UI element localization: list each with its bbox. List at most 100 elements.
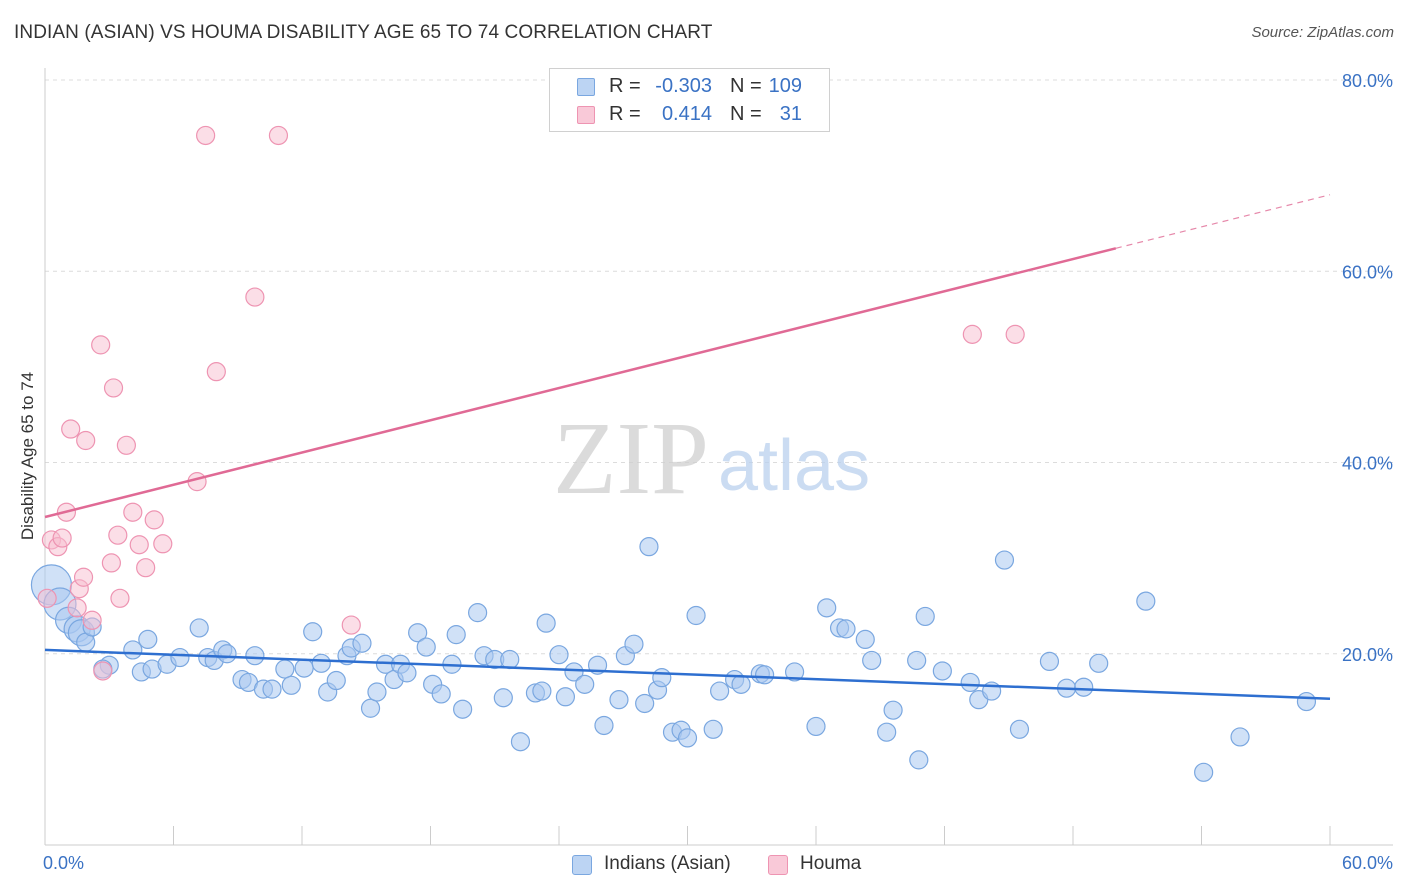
- legend-n-label: N =: [730, 75, 762, 97]
- legend-swatch-pink: [577, 106, 595, 124]
- data-point-indians-asian: [536, 613, 556, 633]
- data-point-houma: [110, 588, 130, 608]
- bottom-legend-swatch-blue: [572, 855, 592, 875]
- data-point-indians-asian: [639, 537, 659, 557]
- data-point-indians-asian: [883, 700, 903, 720]
- data-point-indians-asian: [754, 665, 775, 685]
- legend-swatch-blue: [577, 78, 595, 96]
- data-point-indians-asian: [960, 672, 980, 693]
- data-point-indians-asian: [262, 679, 282, 699]
- data-point-indians-asian: [1136, 591, 1156, 611]
- data-point-indians-asian: [909, 750, 929, 770]
- data-point-houma: [153, 534, 173, 554]
- data-point-indians-asian: [555, 687, 576, 707]
- data-point-indians-asian: [468, 603, 488, 623]
- data-point-indians-asian: [575, 674, 595, 694]
- x-tick-label: 60.0%: [1342, 853, 1393, 873]
- correlation-legend: R = -0.303 N = 109 R = 0.414 N = 31: [549, 68, 830, 132]
- data-point-indians-asian: [652, 668, 672, 688]
- data-point-indians-asian: [311, 653, 331, 673]
- gridlines: [45, 79, 1393, 655]
- bottom-legend-swatch-pink: [768, 855, 788, 875]
- data-point-houma: [52, 528, 72, 548]
- legend-r-label: R =: [609, 75, 641, 97]
- data-point-indians-asian: [510, 732, 531, 752]
- data-point-indians-asian: [877, 722, 897, 742]
- data-point-indians-asian: [446, 625, 466, 645]
- legend-row-houma: R = 0.414 N = 31: [550, 100, 829, 128]
- legend-r-label: R =: [609, 103, 641, 125]
- data-point-houma: [37, 588, 57, 608]
- data-point-houma: [76, 430, 96, 451]
- data-point-indians-asian: [303, 622, 323, 642]
- data-point-houma: [73, 567, 94, 587]
- source-credit: Source: ZipAtlas.com: [1251, 24, 1394, 41]
- data-point-houma: [123, 502, 143, 522]
- data-point-houma: [206, 362, 226, 382]
- chart-title: INDIAN (ASIAN) VS HOUMA DISABILITY AGE 6…: [14, 22, 713, 43]
- data-point-indians-asian: [1089, 653, 1109, 673]
- data-point-houma: [129, 535, 149, 555]
- data-point-houma: [91, 335, 111, 355]
- data-point-indians-asian: [170, 647, 190, 668]
- bottom-legend-houma: Houma: [768, 852, 878, 876]
- data-point-indians-asian: [326, 670, 346, 691]
- data-point-indians-asian: [123, 640, 143, 660]
- data-point-indians-asian: [1230, 727, 1250, 747]
- data-point-indians-asian: [245, 646, 265, 666]
- bottom-legend-label: Houma: [800, 853, 862, 874]
- data-point-indians-asian: [703, 719, 723, 739]
- data-point-indians-asian: [609, 690, 629, 710]
- data-point-houma: [93, 661, 113, 681]
- data-point-indians-asian: [862, 650, 882, 671]
- data-point-houma: [268, 125, 289, 146]
- data-point-indians-asian: [624, 634, 644, 654]
- trend-line-houma-extension: [1115, 194, 1331, 249]
- data-point-indians-asian: [281, 675, 301, 695]
- data-point-indians-asian: [549, 645, 569, 665]
- data-point-houma: [1005, 324, 1025, 344]
- y-tick-label: 60.0%: [1342, 262, 1393, 282]
- data-point-indians-asian: [367, 682, 387, 702]
- data-point-indians-asian: [453, 699, 473, 719]
- series-houma: [37, 125, 1025, 681]
- data-point-houma: [116, 435, 136, 455]
- tick-labels: 20.0% 40.0% 60.0% 80.0% 0.0% 60.0%: [43, 71, 1393, 873]
- data-point-indians-asian: [360, 698, 381, 718]
- data-point-indians-asian: [217, 644, 237, 664]
- y-tick-label: 20.0%: [1342, 645, 1393, 665]
- watermark-zip: ZIP: [553, 401, 709, 516]
- data-point-indians-asian: [817, 598, 837, 618]
- data-point-indians-asian: [532, 681, 552, 701]
- legend-n-value: 109: [768, 75, 802, 97]
- data-point-indians-asian: [836, 619, 856, 639]
- legend-r-value: 0.414: [661, 103, 712, 125]
- data-point-houma: [144, 510, 164, 530]
- data-point-indians-asian: [806, 716, 826, 737]
- data-point-indians-asian: [431, 684, 451, 704]
- watermark-atlas: atlas: [718, 426, 870, 506]
- data-point-indians-asian: [1009, 719, 1030, 739]
- data-point-houma: [101, 553, 121, 573]
- data-point-houma: [108, 525, 128, 545]
- data-point-indians-asian: [189, 618, 209, 638]
- data-point-indians-asian: [677, 728, 698, 748]
- axes: [44, 68, 1393, 846]
- data-point-indians-asian: [594, 715, 614, 736]
- y-axis-label: Disability Age 65 to 74: [18, 372, 37, 540]
- legend-r-value: -0.303: [655, 75, 712, 97]
- data-point-indians-asian: [416, 637, 436, 657]
- legend-n-label: N =: [730, 103, 762, 125]
- data-point-houma: [136, 558, 156, 578]
- data-point-indians-asian: [397, 663, 417, 683]
- data-point-indians-asian: [907, 650, 927, 671]
- data-point-houma: [196, 125, 216, 146]
- data-point-indians-asian: [500, 649, 520, 670]
- data-point-indians-asian: [408, 623, 428, 643]
- data-point-houma: [67, 598, 87, 618]
- data-point-indians-asian: [635, 693, 655, 714]
- legend-row-indians-asian: R = -0.303 N = 109: [550, 72, 829, 100]
- data-point-indians-asian: [138, 629, 158, 650]
- data-point-indians-asian: [1296, 691, 1317, 712]
